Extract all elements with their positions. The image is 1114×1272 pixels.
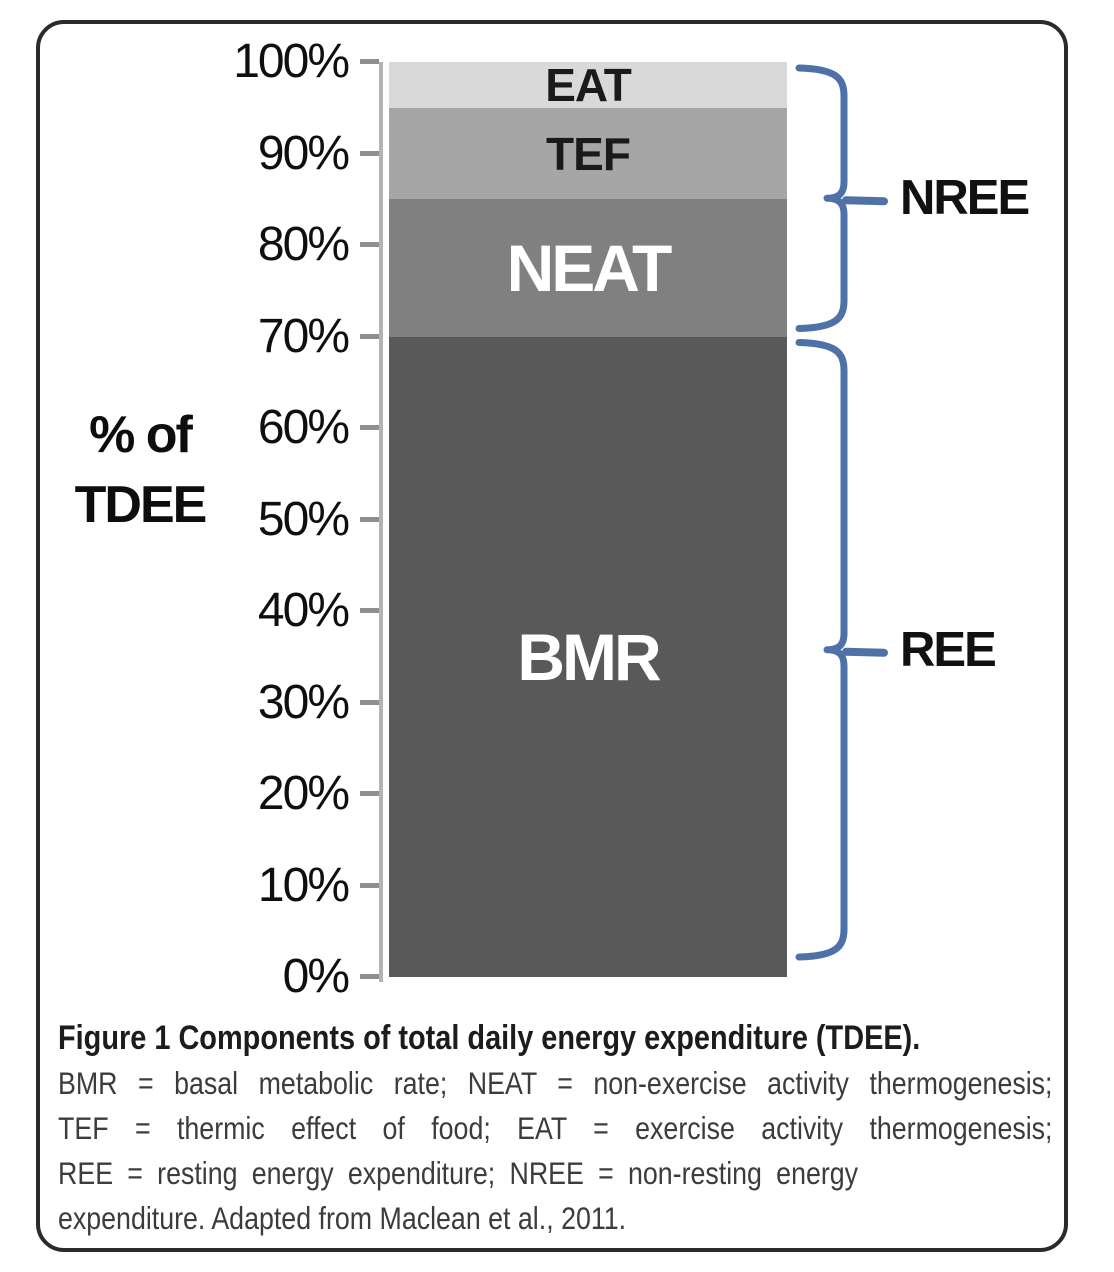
y-tick-mark-30 — [360, 699, 379, 705]
y-tick-label-60: 60% — [257, 401, 350, 454]
y-tick-label-70: 70% — [257, 309, 350, 363]
bar-segment-bmr: BMR — [389, 336, 787, 977]
caption-line-3: TEF = thermic effect of food; EAT = exer… — [58, 1110, 1053, 1146]
y-axis-title: % of TDEE — [58, 400, 222, 540]
y-tick-label-50: 50% — [257, 492, 350, 546]
y-tick-mark-100 — [360, 59, 379, 64]
bar-segment-tef: TEF — [389, 107, 787, 200]
y-tick-mark-20 — [360, 791, 379, 796]
y-tick-label-30: 30% — [257, 675, 350, 729]
bar-segment-label-bmr: BMR — [517, 619, 661, 694]
y-axis-title-line1: % of — [89, 406, 193, 464]
y-tick-label-10: 10% — [257, 858, 350, 912]
y-tick-label-80: 80% — [257, 218, 350, 271]
y-tick-mark-70 — [360, 333, 379, 339]
y-tick-label-100: 100% — [233, 35, 350, 88]
y-tick-mark-50 — [360, 516, 379, 522]
bar-segment-label-neat: NEAT — [506, 230, 673, 305]
caption-line-4: REE = resting energy expenditure; NREE =… — [58, 1155, 859, 1191]
y-tick-mark-60 — [360, 425, 379, 430]
y-axis-title-line2: TDEE — [74, 476, 208, 534]
y-tick-mark-40 — [360, 608, 379, 613]
y-tick-mark-10 — [360, 882, 379, 888]
y-tick-mark-90 — [360, 150, 379, 156]
bar-segment-eat: EAT — [389, 59, 787, 111]
y-tick-label-40: 40% — [257, 584, 350, 637]
y-tick-label-90: 90% — [257, 126, 350, 180]
y-tick-label-20: 20% — [257, 767, 350, 820]
brace-label-nree: NREE — [900, 171, 1030, 226]
y-tick-mark-0 — [360, 974, 379, 979]
y-axis-line — [379, 62, 383, 982]
figure-caption: Figure 1 Components of total daily energ… — [58, 1016, 1053, 1241]
caption-line-1: Figure 1 Components of total daily energ… — [58, 1019, 921, 1057]
caption-line-2: BMR = basal metabolic rate; NEAT = non-e… — [58, 1065, 1053, 1101]
bar-segment-neat: NEAT — [389, 199, 787, 337]
y-tick-label-0: 0% — [282, 950, 350, 1003]
bar-segment-label-tef: TEF — [546, 127, 631, 180]
y-tick-mark-80 — [360, 242, 379, 247]
bar-segment-label-eat: EAT — [545, 58, 632, 111]
brace-label-ree: REE — [900, 622, 997, 677]
caption-line-5: expenditure. Adapted from Maclean et al.… — [58, 1200, 627, 1236]
